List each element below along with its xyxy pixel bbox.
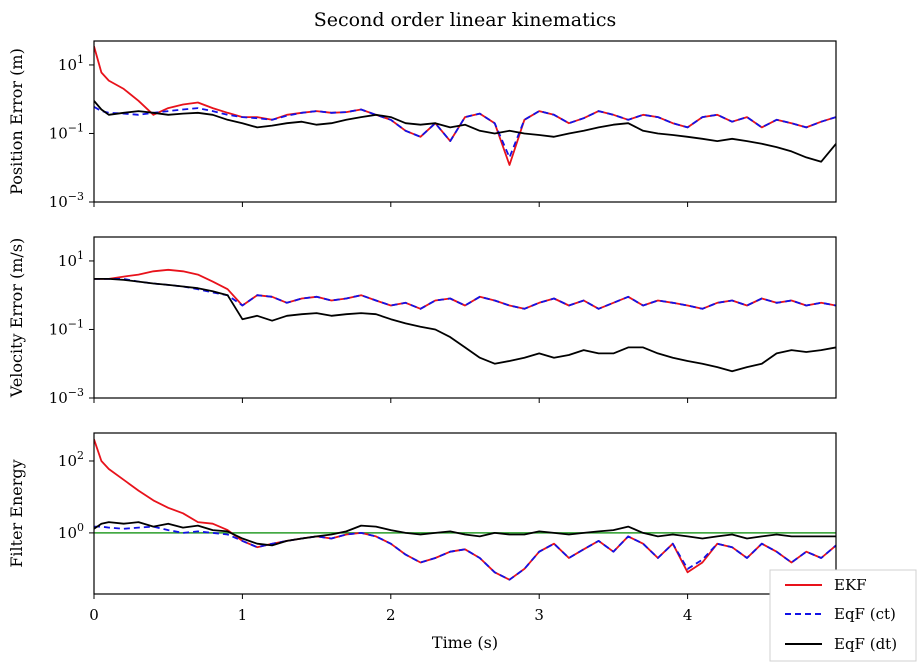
chart-title: Second order linear kinematics (314, 9, 616, 31)
x-tick-label: 4 (683, 606, 693, 624)
filter-energy-panel: 102 100 Filter Energy (7, 432, 837, 599)
filter-energy-ylabel: Filter Energy (7, 459, 26, 567)
position-error-series-eqf-ct (94, 106, 836, 159)
filter-energy-series-eqf-dt (94, 521, 836, 547)
x-tick-label: 3 (534, 606, 544, 624)
legend: EKF EqF (ct) EqF (dt) (769, 569, 917, 662)
y-tick-label: 102 (58, 449, 84, 470)
y-tick-label: 100 (58, 521, 84, 542)
filter-energy-axes-frame (93, 432, 837, 595)
velocity-error-series-eqf-ct (94, 277, 836, 310)
position-error-series-ekf (94, 46, 836, 166)
y-tick-label: 101 (58, 249, 84, 270)
y-tick-label: 10−3 (49, 190, 84, 211)
position-error-axes-frame (93, 40, 837, 203)
x-tick-label: 1 (238, 606, 248, 624)
velocity-error-series-eqf-dt (94, 277, 836, 373)
legend-label-ekf: EKF (834, 576, 867, 594)
legend-label-eqf-dt: EqF (dt) (834, 635, 897, 653)
filter-energy-series-eqf-ct (94, 525, 836, 581)
x-tick-label: 2 (386, 606, 396, 624)
legend-label-eqf-ct: EqF (ct) (834, 605, 896, 623)
y-tick-label: 10−3 (49, 386, 84, 407)
x-axis-label: Time (s) (432, 633, 498, 652)
y-tick-label: 10−1 (49, 317, 84, 338)
position-error-panel: 101 10−1 10−3 Position Error (m) (7, 40, 837, 211)
velocity-error-panel: 101 10−1 10−3 Velocity Error (m/s) (7, 236, 837, 407)
velocity-error-axes-frame (93, 236, 837, 399)
filter-energy-series-ekf (94, 439, 836, 581)
x-axis-ticks: 0 1 2 3 4 (89, 606, 692, 624)
y-tick-label: 101 (58, 53, 84, 74)
velocity-error-ylabel: Velocity Error (m/s) (7, 238, 26, 399)
y-tick-label: 10−1 (49, 121, 84, 142)
position-error-series-eqf-dt (94, 100, 836, 163)
position-error-ylabel: Position Error (m) (7, 48, 26, 195)
x-tick-label: 0 (89, 606, 99, 624)
